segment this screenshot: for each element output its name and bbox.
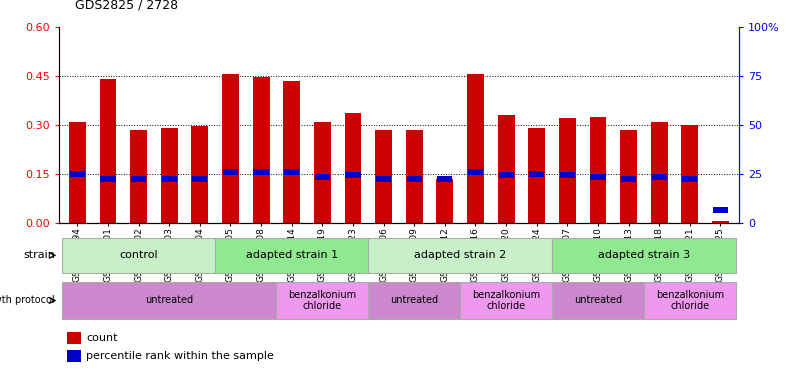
Text: untreated: untreated	[574, 295, 622, 306]
Bar	[277, 282, 369, 319]
Text: benzalkonium
chloride: benzalkonium chloride	[288, 290, 356, 311]
Bar	[215, 238, 369, 273]
Bar	[652, 174, 667, 180]
Bar	[436, 179, 454, 223]
Text: adapted strain 2: adapted strain 2	[414, 250, 506, 260]
Bar	[369, 238, 552, 273]
Bar	[590, 174, 605, 180]
Bar	[529, 172, 544, 177]
Bar	[376, 176, 391, 182]
Bar	[468, 169, 483, 175]
Bar	[681, 125, 698, 223]
Bar	[713, 207, 728, 213]
Text: adapted strain 3: adapted strain 3	[598, 250, 690, 260]
Bar	[345, 172, 361, 178]
Bar	[559, 118, 576, 223]
Text: control: control	[119, 250, 158, 260]
Text: untreated: untreated	[145, 295, 193, 306]
Bar	[284, 169, 299, 175]
Bar	[406, 176, 422, 182]
Text: growth protocol: growth protocol	[0, 295, 55, 306]
Bar	[223, 169, 238, 175]
Bar	[62, 238, 215, 273]
Bar	[651, 121, 667, 223]
Text: adapted strain 1: adapted strain 1	[246, 250, 338, 260]
Text: GDS2825 / 2728: GDS2825 / 2728	[75, 0, 178, 12]
Bar	[375, 130, 392, 223]
Bar	[314, 174, 330, 180]
Bar	[644, 282, 736, 319]
Text: count: count	[86, 333, 118, 343]
Text: benzalkonium
chloride: benzalkonium chloride	[472, 290, 540, 311]
Text: benzalkonium
chloride: benzalkonium chloride	[656, 290, 724, 311]
Bar	[100, 79, 116, 223]
Bar	[528, 128, 545, 223]
Bar	[62, 282, 277, 319]
Bar	[314, 121, 331, 223]
Bar	[498, 172, 514, 178]
Bar	[70, 172, 85, 177]
Bar	[621, 176, 636, 182]
Bar	[131, 176, 146, 182]
Bar	[222, 74, 239, 223]
Text: percentile rank within the sample: percentile rank within the sample	[86, 351, 274, 361]
Bar	[712, 221, 729, 223]
Bar	[467, 74, 484, 223]
Bar	[254, 169, 269, 175]
Bar	[552, 238, 736, 273]
Bar	[101, 176, 116, 182]
Bar	[192, 126, 208, 223]
Bar	[498, 115, 515, 223]
Bar	[69, 121, 86, 223]
Bar	[620, 130, 637, 223]
Bar	[682, 176, 697, 182]
Bar	[437, 176, 453, 182]
Bar	[344, 113, 362, 223]
Bar	[193, 176, 208, 182]
Text: strain: strain	[23, 250, 55, 260]
Bar	[283, 81, 300, 223]
Bar	[560, 172, 575, 178]
Bar	[252, 78, 270, 223]
Bar	[552, 282, 644, 319]
Bar	[460, 282, 552, 319]
Bar	[369, 282, 460, 319]
Bar	[590, 117, 606, 223]
Text: untreated: untreated	[390, 295, 439, 306]
Bar	[162, 176, 177, 182]
Bar	[406, 130, 423, 223]
Bar	[161, 128, 178, 223]
Bar	[130, 130, 147, 223]
